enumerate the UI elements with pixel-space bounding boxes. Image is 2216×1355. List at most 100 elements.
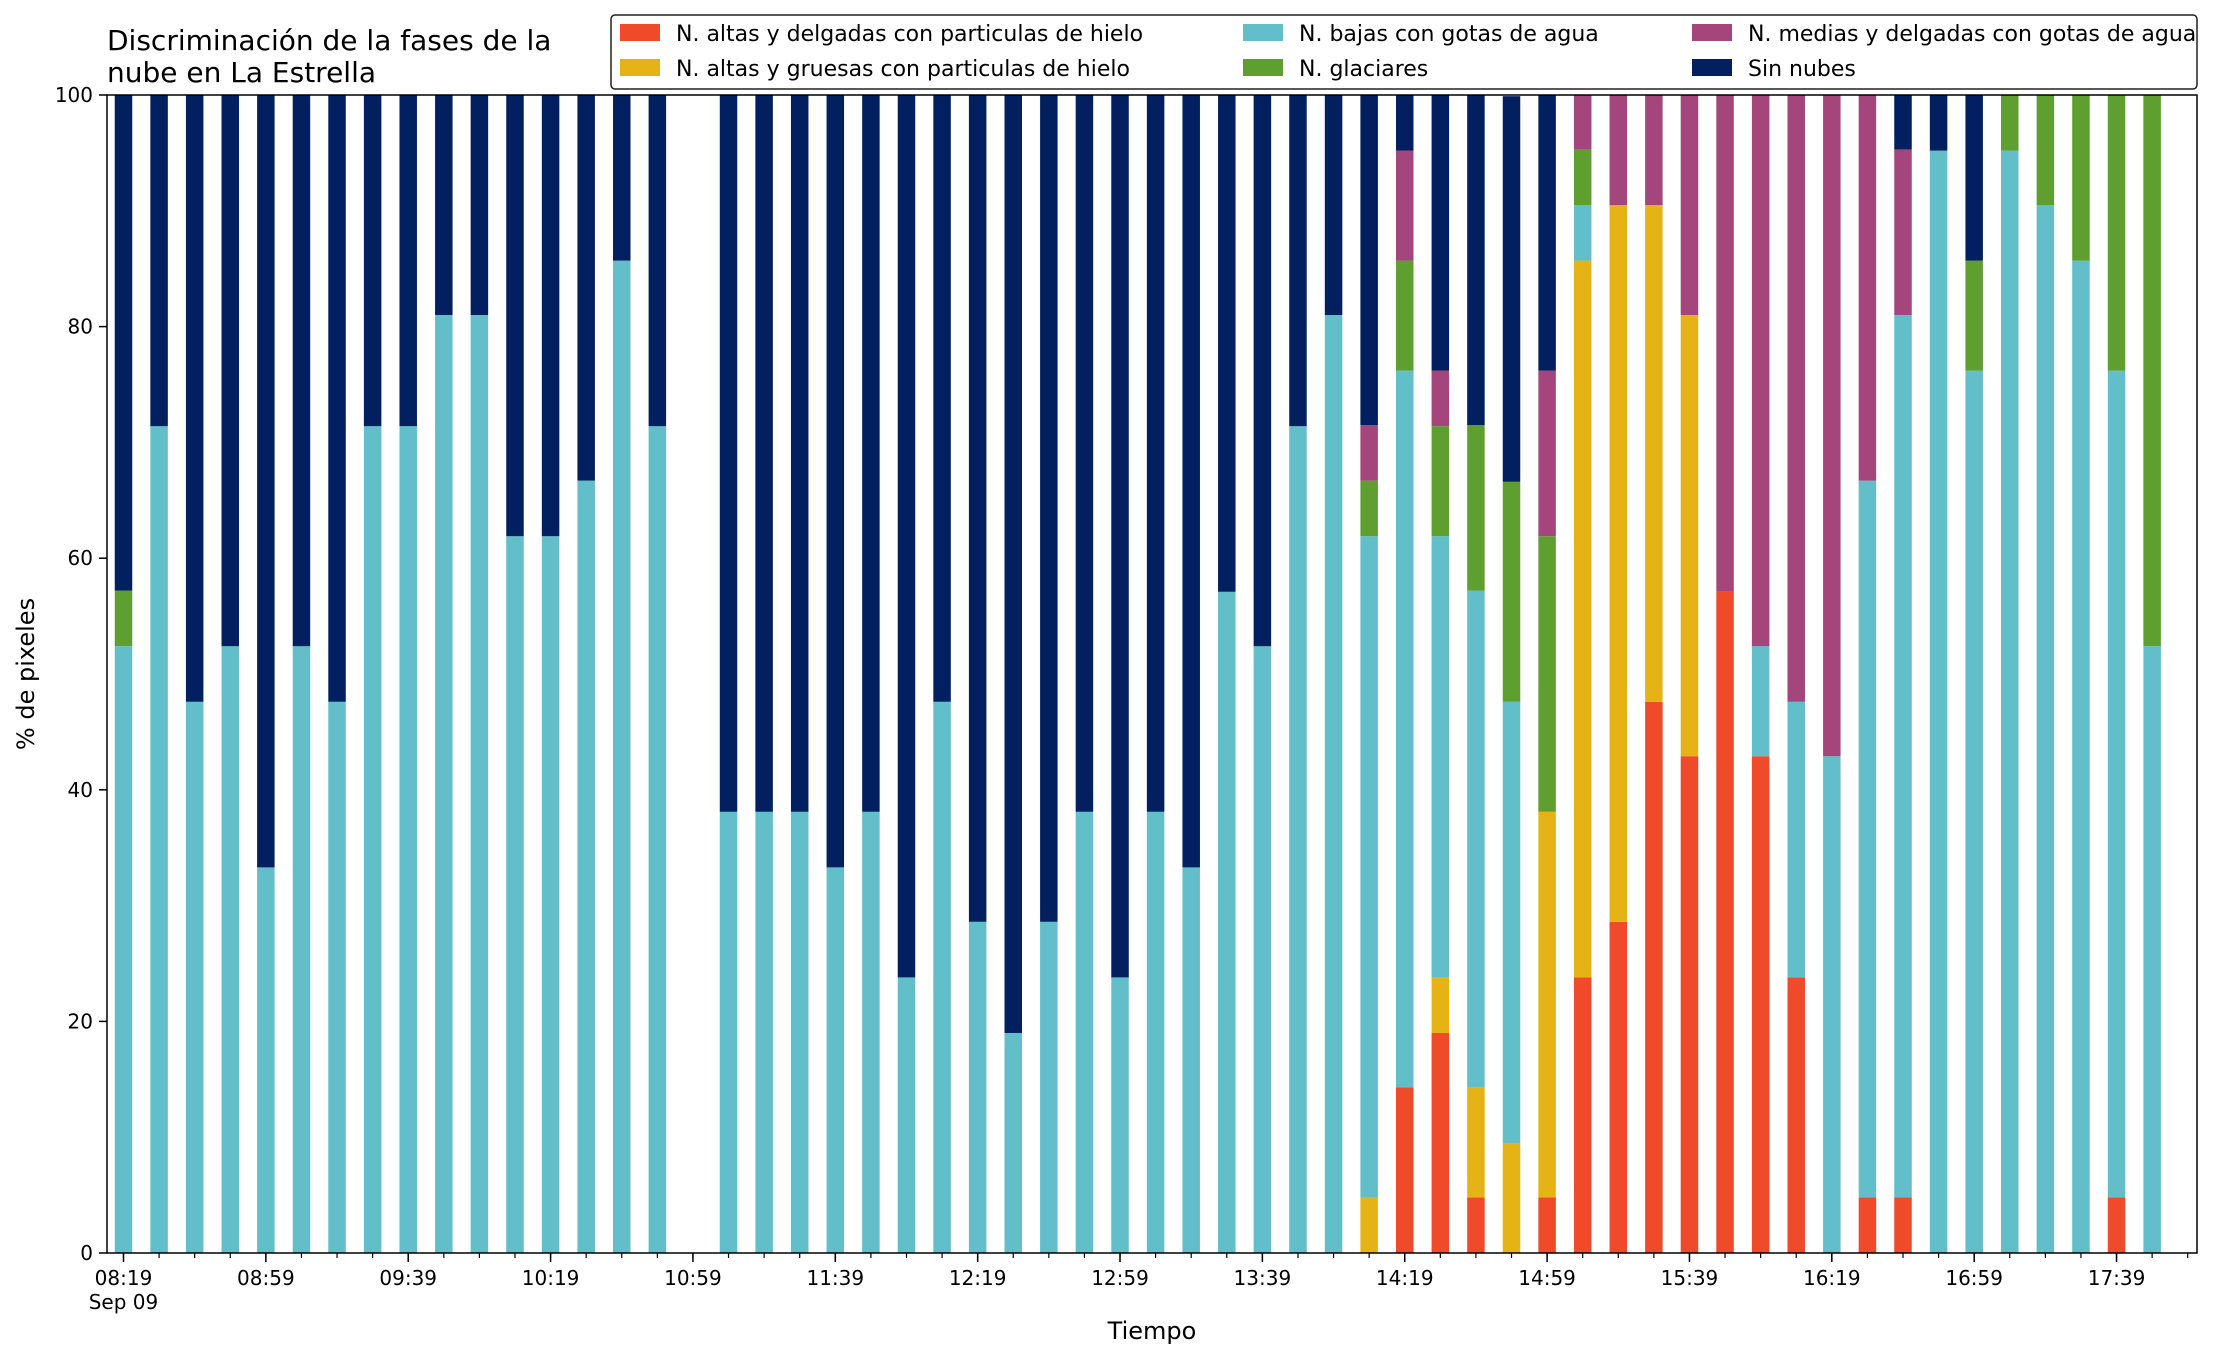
x-tick-label: 10:19 [522, 1266, 580, 1290]
legend-label: Sin nubes [1748, 57, 1856, 82]
bar-segment [1395, 1087, 1414, 1253]
x-tick-label: 17:39 [2088, 1266, 2146, 1290]
bar-segment [1253, 646, 1272, 1253]
bar-segment [150, 95, 168, 427]
bar-segment [1289, 426, 1307, 1253]
bar-segment [1467, 590, 1485, 1088]
bar-segment [648, 95, 667, 427]
bar-segment [755, 95, 773, 812]
bar-segment [968, 921, 987, 1253]
y-axis-ticks: 0 20 40 60 80 100 [55, 83, 107, 1265]
bar-segment [1040, 921, 1058, 1253]
bar-segment [1360, 425, 1378, 481]
bar-segment [933, 701, 951, 1253]
bar-segment [1502, 1142, 1521, 1253]
bar-segment [1787, 701, 1805, 978]
bar-segment [1324, 95, 1343, 316]
bar-segment [1538, 811, 1556, 1198]
x-tick-label: 14:59 [1518, 1266, 1576, 1290]
bar-segment [1502, 701, 1521, 1143]
bar-segment [1858, 95, 1877, 481]
bar-segment [1040, 95, 1058, 922]
bar-segment [363, 426, 382, 1253]
bar-segment [1858, 1197, 1877, 1253]
bar-segment [2107, 95, 2126, 371]
bar-segment [1395, 260, 1414, 371]
bar-segment [470, 315, 489, 1253]
bar-segment [1467, 95, 1485, 426]
legend-label: N. bajas con gotas de agua [1299, 22, 1599, 47]
x-tick-label: 09:39 [379, 1266, 437, 1290]
bar-segment [790, 95, 809, 812]
y-tick-label: 80 [68, 315, 93, 339]
bar-segment [2107, 370, 2126, 1198]
bar-segment [185, 95, 204, 702]
bar-segment [577, 95, 595, 481]
bar-segment [826, 95, 845, 868]
bar-segment [506, 95, 524, 537]
bar-segment [1894, 1197, 1912, 1253]
bar-segment [1538, 95, 1556, 371]
bar-segment [1573, 95, 1592, 150]
legend-label: N. altas y gruesas con particulas de hie… [676, 57, 1130, 82]
bar-segment [1146, 95, 1165, 812]
x-tick-label: 08:19 [95, 1266, 153, 1290]
bar-segment [1965, 370, 1983, 1254]
x-tick-label: 12:59 [1091, 1266, 1149, 1290]
bar-segment [1965, 260, 1983, 371]
bar-segment [1431, 370, 1450, 427]
bar-segment [755, 811, 773, 1253]
bar-segment [2072, 95, 2090, 261]
legend-swatch [620, 24, 660, 41]
y-tick-label: 0 [80, 1241, 93, 1265]
bar-segment [257, 95, 275, 868]
bar-segment [2036, 95, 2055, 206]
bar-segment [862, 811, 880, 1253]
bar-segment [1609, 921, 1628, 1253]
bar-segment [506, 536, 524, 1253]
bar-segment [1645, 95, 1663, 206]
bar-segment [292, 95, 311, 647]
bar-segment [1929, 95, 1948, 151]
x-tick-label: 08:59 [237, 1266, 295, 1290]
bar-segment [648, 426, 667, 1253]
bar-segment [1289, 95, 1307, 427]
bar-segment [1324, 315, 1343, 1253]
bar-segment [1431, 977, 1450, 1033]
bar-segment [1751, 756, 1770, 1253]
bar-segment [897, 977, 916, 1253]
bar-segment [2107, 1197, 2126, 1253]
bar-segment [1609, 205, 1628, 922]
bar-segment [1111, 95, 1129, 978]
bar-segment [1431, 1032, 1450, 1253]
bar-segment [1716, 95, 1734, 592]
bar-segment [1716, 591, 1734, 1253]
bar-segment [1858, 480, 1877, 1198]
bar-segment [435, 95, 453, 316]
bar-segment [1182, 95, 1200, 868]
bar-segment [1075, 95, 1094, 812]
bar-segment [2036, 205, 2055, 1253]
x-tick-label: 14:19 [1376, 1266, 1434, 1290]
bar-segment [2001, 150, 2019, 1254]
bar-segment [577, 480, 595, 1253]
bar-segment [897, 95, 916, 978]
bar-segment [1929, 150, 1948, 1254]
bar-segment [1395, 150, 1414, 261]
bar-segment [435, 315, 453, 1253]
bar-segment [399, 426, 417, 1253]
bar-segment [328, 95, 346, 702]
legend-swatch [620, 59, 660, 76]
y-axis-label: % de pixeles [12, 598, 40, 750]
bar-segment [1431, 426, 1450, 537]
bar-segment [1253, 95, 1272, 647]
x-tick-label: 16:19 [1803, 1266, 1861, 1290]
legend-swatch [1692, 24, 1732, 41]
bar-segment [1467, 1197, 1485, 1253]
bar-segment [1004, 95, 1022, 1033]
bar-segment [1004, 1032, 1022, 1253]
bar-segment [221, 95, 240, 647]
bar-segment [2143, 646, 2161, 1253]
bar-segment [719, 95, 738, 812]
